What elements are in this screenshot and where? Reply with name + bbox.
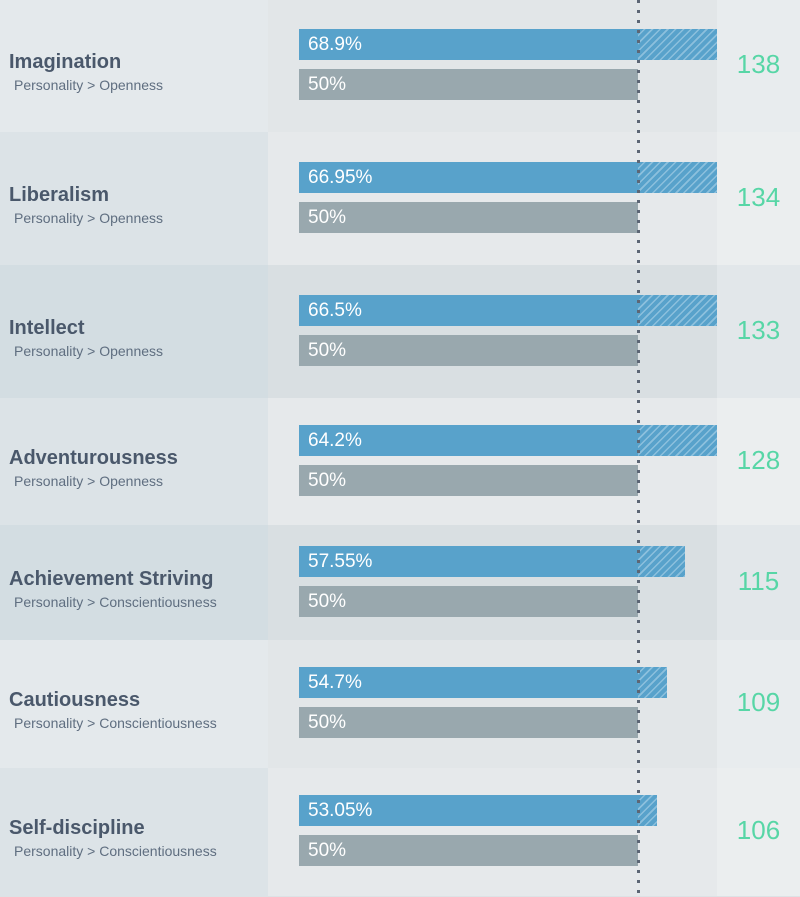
value-bar-excess bbox=[638, 546, 685, 577]
trait-subtitle: Personality > Openness bbox=[14, 343, 164, 359]
label-cell bbox=[0, 0, 268, 132]
baseline-bar: 50% bbox=[299, 835, 638, 866]
bar-cell bbox=[268, 132, 717, 265]
baseline-bar: 50% bbox=[299, 335, 638, 366]
score-cell bbox=[717, 265, 800, 398]
score-value: 115 bbox=[737, 566, 780, 596]
value-bar-excess bbox=[638, 29, 717, 60]
label-cell bbox=[0, 525, 268, 640]
label-cell bbox=[0, 398, 268, 525]
value-bar-excess bbox=[638, 295, 717, 326]
value-bar: 53.05% bbox=[299, 795, 638, 826]
score-value: 106 bbox=[736, 815, 781, 845]
bar-cell bbox=[268, 265, 717, 398]
score-value: 134 bbox=[736, 182, 781, 212]
score-cell bbox=[717, 640, 800, 768]
value-bar: 64.2% bbox=[299, 425, 638, 456]
trait-subtitle: Personality > Openness bbox=[14, 210, 164, 226]
trait-title: Imagination bbox=[9, 51, 122, 73]
score-cell bbox=[717, 525, 800, 640]
value-bar: 68.9% bbox=[299, 29, 638, 60]
baseline-dotted-line bbox=[637, 0, 640, 896]
value-bar: 54.7% bbox=[299, 667, 638, 698]
score-cell bbox=[717, 398, 800, 525]
trait-title: Achievement Striving bbox=[9, 568, 214, 590]
value-bar: 66.5% bbox=[299, 295, 638, 326]
trait-subtitle: Personality > Openness bbox=[14, 473, 164, 489]
trait-row: Adventurousness Personality > Openness 6… bbox=[0, 398, 800, 526]
label-cell bbox=[0, 640, 268, 768]
trait-title: Self-discipline bbox=[9, 817, 145, 839]
value-bar-excess bbox=[638, 795, 657, 826]
bar-cell bbox=[268, 525, 717, 640]
trait-subtitle: Personality > Openness bbox=[14, 77, 164, 93]
trait-title: Adventurousness bbox=[9, 447, 178, 469]
trait-row: Cautiousness Personality > Conscientious… bbox=[0, 640, 800, 769]
value-bar-excess bbox=[638, 667, 668, 698]
trait-subtitle: Personality > Conscientiousness bbox=[14, 715, 217, 731]
value-bar: 57.55% bbox=[299, 546, 638, 577]
trait-row: Intellect Personality > Openness 66.5% 5… bbox=[0, 265, 800, 399]
score-cell bbox=[717, 0, 800, 132]
trait-row: Liberalism Personality > Openness 66.95%… bbox=[0, 132, 800, 266]
trait-title: Cautiousness bbox=[9, 689, 141, 711]
label-cell bbox=[0, 265, 268, 398]
baseline-bar: 50% bbox=[299, 465, 638, 496]
trait-row: Imagination Personality > Openness 68.9%… bbox=[0, 0, 800, 133]
trait-title: Intellect bbox=[9, 317, 85, 339]
score-cell bbox=[717, 768, 800, 896]
baseline-bar: 50% bbox=[299, 69, 638, 100]
label-cell bbox=[0, 768, 268, 896]
baseline-bar: 50% bbox=[299, 586, 638, 617]
bar-cell bbox=[268, 768, 717, 896]
baseline-bar: 50% bbox=[299, 707, 638, 738]
score-value: 109 bbox=[736, 687, 781, 717]
score-value: 128 bbox=[736, 445, 781, 475]
baseline-bar: 50% bbox=[299, 202, 638, 233]
bar-cell bbox=[268, 640, 717, 768]
value-bar: 66.95% bbox=[299, 162, 638, 193]
value-bar-excess bbox=[638, 425, 717, 456]
trait-subtitle: Personality > Conscientiousness bbox=[14, 843, 217, 859]
label-cell bbox=[0, 132, 268, 265]
trait-row: Self-discipline Personality > Conscienti… bbox=[0, 768, 800, 897]
bar-cell bbox=[268, 398, 717, 525]
value-bar-excess bbox=[638, 162, 717, 193]
bar-cell bbox=[268, 0, 717, 132]
score-value: 138 bbox=[736, 49, 781, 79]
trait-title: Liberalism bbox=[9, 184, 110, 206]
score-cell bbox=[717, 132, 800, 265]
trait-subtitle: Personality > Conscientiousness bbox=[14, 594, 217, 610]
score-value: 133 bbox=[736, 315, 781, 345]
trait-row: Achievement Striving Personality > Consc… bbox=[0, 525, 800, 641]
